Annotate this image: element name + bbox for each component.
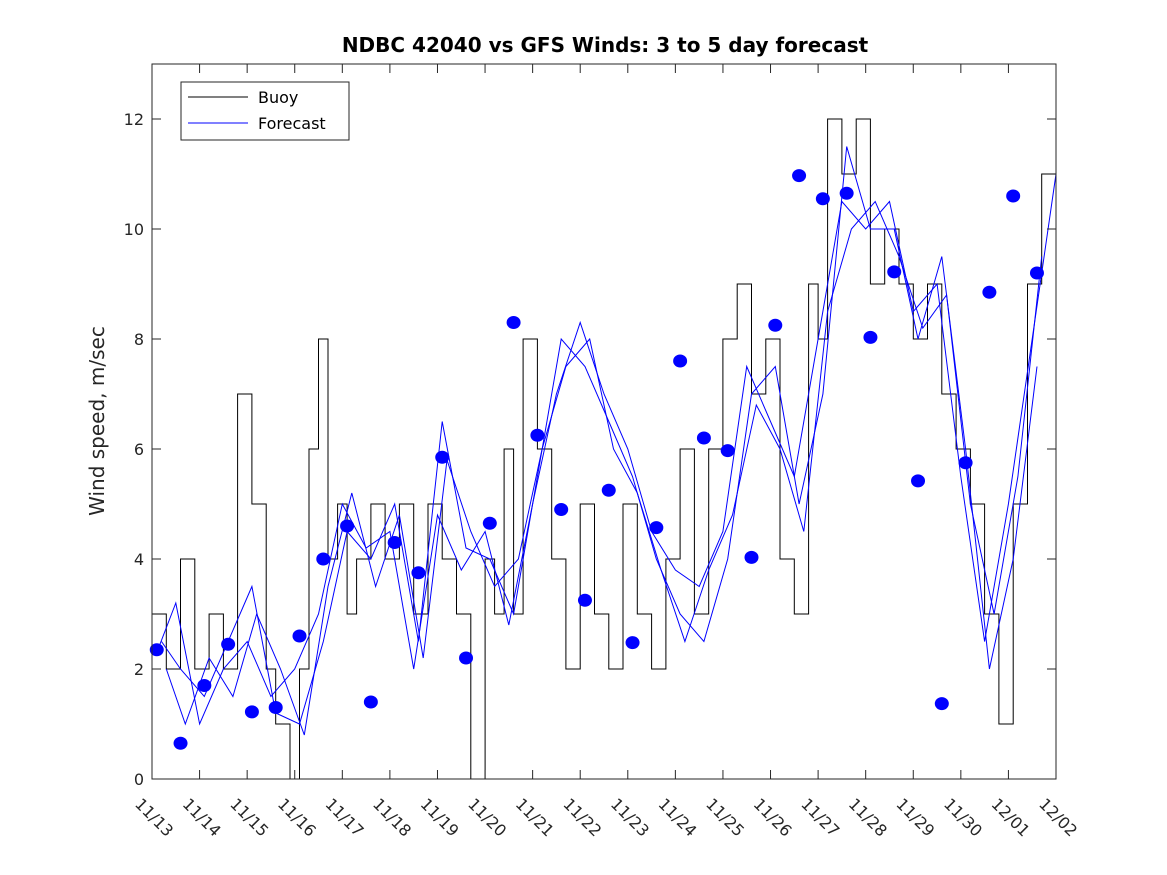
forecast-marker: [792, 169, 807, 183]
y-tick-label: 0: [134, 770, 144, 789]
forecast-marker: [696, 431, 711, 445]
legend-buoy-label: Buoy: [258, 88, 298, 107]
forecast-marker: [1006, 189, 1021, 203]
forecast-marker: [316, 552, 331, 566]
axes-box: [151, 63, 1057, 780]
forecast-marker: [435, 450, 450, 464]
forecast-marker: [768, 318, 783, 332]
y-tick-label: 8: [134, 330, 144, 349]
forecast-marker: [577, 593, 592, 607]
y-tick-label: 6: [134, 440, 144, 459]
legend-forecast-label: Forecast: [258, 114, 326, 133]
forecast-marker: [625, 636, 640, 650]
forecast-marker: [601, 483, 616, 497]
y-tick-label: 2: [134, 660, 144, 679]
forecast-marker: [839, 186, 854, 200]
forecast-marker: [982, 285, 997, 299]
chart-title: NDBC 42040 vs GFS Winds: 3 to 5 day fore…: [342, 33, 869, 57]
y-tick-label: 12: [124, 110, 144, 129]
forecast-marker: [720, 444, 735, 458]
forecast-marker: [530, 428, 545, 442]
forecast-marker: [1029, 266, 1044, 280]
forecast-marker: [292, 629, 307, 643]
forecast-marker: [340, 519, 355, 533]
y-tick-label: 4: [134, 550, 144, 569]
forecast-marker: [815, 192, 830, 206]
plot-area: [149, 118, 1057, 780]
forecast-marker: [911, 474, 926, 488]
forecast-series-line-3: [165, 200, 1043, 736]
forecast-marker: [887, 265, 902, 279]
forecast-marker: [459, 651, 474, 665]
forecast-marker: [411, 566, 426, 580]
forecast-marker: [506, 316, 521, 329]
forecast-marker: [221, 637, 236, 651]
forecast-marker: [649, 521, 664, 535]
forecast-marker: [244, 705, 259, 719]
forecast-marker: [934, 697, 949, 711]
forecast-marker: [744, 550, 759, 564]
forecast-marker: [863, 330, 878, 344]
forecast-marker: [363, 695, 378, 709]
forecast-marker: [387, 536, 402, 549]
forecast-marker: [673, 354, 688, 368]
forecast-marker: [268, 701, 283, 714]
forecast-marker: [958, 456, 973, 470]
legend-box: [180, 81, 350, 141]
forecast-marker: [482, 516, 497, 530]
forecast-series-line-2: [161, 146, 1038, 725]
forecast-marker: [173, 736, 188, 750]
y-tick-label: 10: [124, 220, 144, 239]
forecast-marker: [554, 503, 569, 516]
legend: Buoy Forecast: [180, 81, 350, 141]
forecast-marker: [149, 643, 164, 657]
y-axis-label: Wind speed, m/sec: [85, 326, 109, 516]
forecast-marker: [197, 679, 212, 692]
